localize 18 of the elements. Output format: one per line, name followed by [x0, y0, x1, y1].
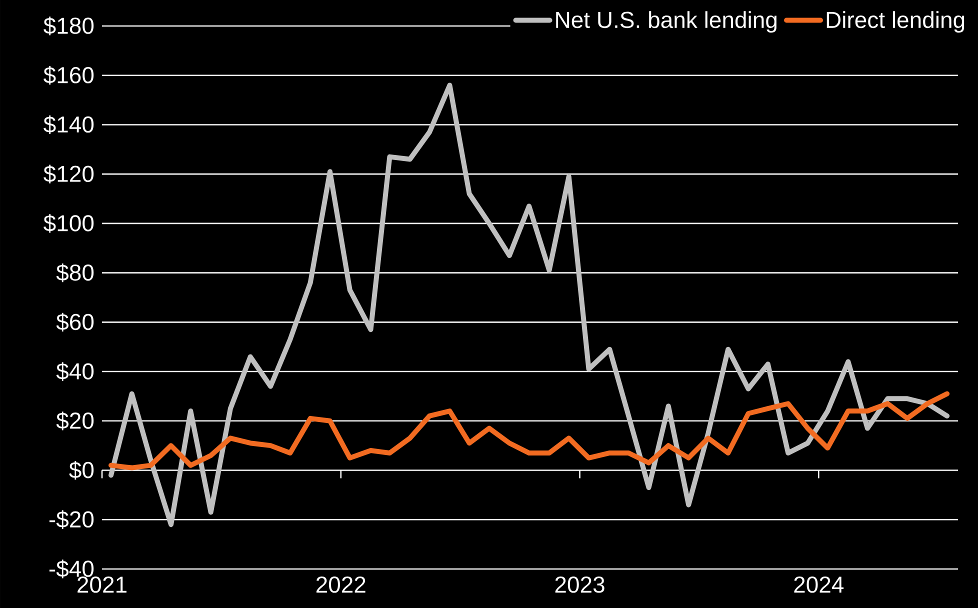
y-tick-label: $160: [44, 66, 94, 85]
y-tick-label: $180: [44, 16, 94, 36]
y-tick-label: -$40: [49, 560, 94, 578]
x-tick-label: 2023: [555, 576, 604, 593]
x-tick-label: 2021: [78, 576, 126, 593]
y-tick-label: $120: [44, 164, 94, 184]
y-tick-label: $80: [56, 263, 94, 282]
legend-label: Direct lending: [826, 11, 964, 33]
y-tick-label: -$20: [49, 510, 94, 529]
y-tick-label: $20: [56, 412, 94, 430]
y-tick-label: $140: [44, 115, 94, 134]
x-tick-label: 2024: [794, 576, 844, 593]
y-tick-label: $0: [69, 460, 94, 480]
x-tick-label: 2022: [316, 576, 366, 593]
legend-label: Net U.S. bank lending: [556, 11, 776, 33]
y-tick-label: $40: [56, 362, 94, 381]
y-tick-label: $100: [44, 214, 94, 233]
y-tick-label: $60: [56, 312, 94, 332]
